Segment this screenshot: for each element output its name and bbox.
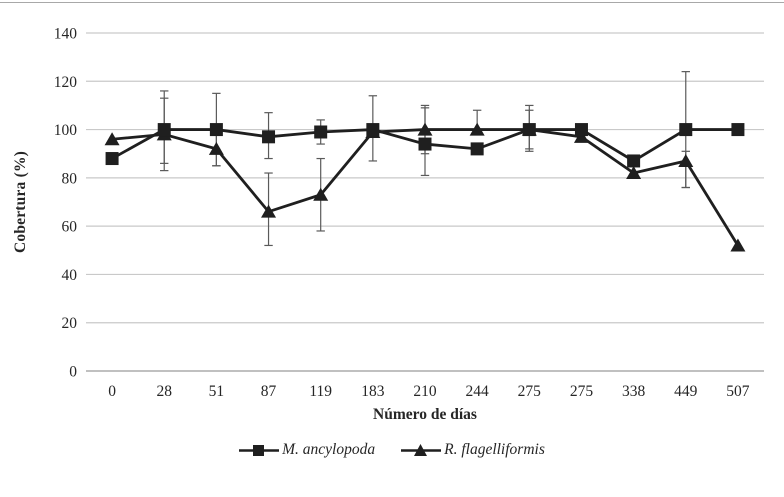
data-point-square: [314, 125, 328, 139]
data-point-square: [522, 123, 536, 137]
x-tick-label: 183: [361, 383, 385, 400]
data-point-square: [262, 130, 276, 144]
data-point-square: [157, 123, 171, 137]
data-point-triangle: [104, 132, 120, 146]
data-point-triangle: [313, 187, 329, 201]
data-point-square: [105, 152, 119, 166]
figure-top-border: [0, 2, 784, 3]
legend-label-r-flagelliformis: R. flagelliformis: [444, 441, 545, 458]
x-tick-label: 338: [622, 383, 646, 400]
x-tick-label: 28: [156, 383, 172, 400]
x-axis-title: Número de días: [373, 406, 477, 423]
data-point-triangle: [208, 141, 224, 155]
data-point-triangle: [417, 122, 433, 136]
data-point-square: [418, 137, 432, 151]
y-tick-label: 120: [54, 74, 78, 91]
data-point-triangle: [730, 238, 746, 252]
data-point-triangle: [469, 122, 485, 136]
x-tick-label: 275: [518, 383, 542, 400]
data-point-square: [366, 123, 380, 137]
data-point-square: [731, 123, 745, 137]
x-tick-label: 119: [309, 383, 332, 400]
data-point-square: [627, 154, 641, 168]
data-point-square: [679, 123, 693, 137]
y-tick-label: 0: [69, 364, 77, 381]
data-point-square: [574, 123, 588, 137]
x-tick-label: 507: [726, 383, 750, 400]
x-tick-label: 275: [570, 383, 594, 400]
data-point-triangle: [626, 166, 642, 180]
data-point-square: [209, 123, 223, 137]
legend-label-m-ancylopoda: M. ancylopoda: [282, 441, 376, 458]
y-tick-label: 20: [62, 315, 78, 332]
y-tick-label: 40: [62, 267, 78, 284]
legend-item-r-flagelliformis: R. flagelliformis: [401, 441, 545, 459]
legend-item-m-ancylopoda: M. ancylopoda: [239, 441, 375, 459]
x-tick-label: 0: [108, 383, 116, 400]
y-tick-label: 80: [62, 170, 78, 187]
data-point-square: [470, 142, 484, 156]
x-tick-label: 210: [413, 383, 437, 400]
x-tick-label: 51: [209, 383, 225, 400]
square-marker-icon: [239, 444, 280, 456]
data-point-triangle: [261, 204, 277, 218]
x-tick-label: 244: [466, 383, 490, 400]
x-tick-label: 449: [674, 383, 698, 400]
y-axis-title: Cobertura (%): [12, 150, 29, 254]
data-point-triangle: [573, 129, 589, 143]
data-point-triangle: [678, 153, 694, 167]
y-tick-label: 100: [54, 122, 78, 139]
y-tick-label: 140: [54, 26, 78, 43]
chart-legend: M. ancylopoda R. flagelliformis: [0, 441, 784, 459]
triangle-marker-icon: [401, 443, 442, 456]
x-tick-label: 87: [261, 383, 277, 400]
y-tick-label: 60: [62, 219, 78, 236]
